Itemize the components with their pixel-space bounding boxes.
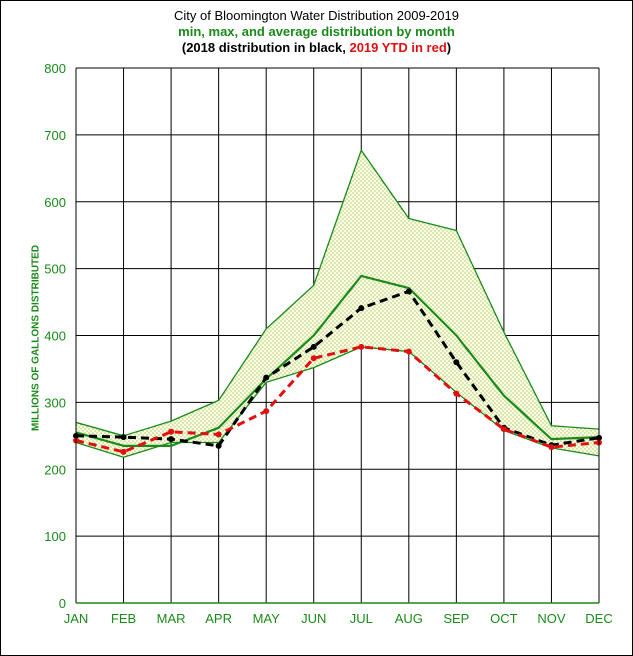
y-tick-label: 300 [44,395,66,410]
chart-subtitle: min, max, and average distribution by mo… [178,24,455,39]
data-point [358,305,365,312]
data-point [215,442,222,449]
x-tick-label: MAY [253,611,281,626]
data-point [120,448,127,455]
x-tick-label: AUG [395,611,423,626]
x-tick-label: OCT [490,611,518,626]
series-line-max [75,149,600,437]
y-tick-label: 800 [44,61,66,76]
legend-text-end: ) [446,40,452,55]
legend-text-2019: 2019 YTD in red [349,40,447,55]
y-tick-label: 0 [59,596,66,611]
series-lines [73,149,602,458]
x-tick-label: JUL [350,611,373,626]
data-point [263,408,270,415]
y-tick-label: 100 [44,529,66,544]
data-point [453,359,460,366]
axes [75,67,600,604]
y-tick-label: 200 [44,462,66,477]
chart-title: City of Bloomington Water Distribution 2… [174,8,459,23]
series-line-average [75,274,600,447]
x-tick-label: FEB [111,611,136,626]
data-point [215,431,222,438]
chart-subtitle-legend: (2018 distribution in black, 2019 YTD in… [0,40,633,56]
y-tick-label: 700 [44,128,66,143]
y-tick-labels: 0 100 200 300 400 500 600 700 800 [44,61,66,611]
y-tick-label: 500 [44,262,66,277]
y-tick-label: 600 [44,195,66,210]
x-tick-labels: JAN FEB MAR APR MAY JUN JUL AUG SEP OCT NOV DEC [64,611,613,626]
data-point [453,390,460,397]
x-tick-label: NOV [537,611,566,626]
data-point [358,343,365,350]
series-line-2018 [75,289,600,448]
y-tick-label: 400 [44,329,66,344]
data-point [120,434,127,441]
data-point [405,288,412,295]
legend-text-2018: (2018 distribution in black, [181,40,350,55]
data-point [263,374,270,381]
x-tick-label: JUN [301,611,326,626]
x-tick-label: MAR [157,611,186,626]
x-tick-label: JAN [64,611,89,626]
data-point [168,428,175,435]
data-point [405,348,412,355]
x-tick-label: APR [205,611,232,626]
data-point [168,436,175,443]
data-point [500,426,507,433]
data-point [548,444,555,451]
data-point [310,343,317,350]
x-tick-label: DEC [585,611,612,626]
data-point [310,355,317,362]
x-tick-label: SEP [443,611,469,626]
series-line-2019 [75,345,600,454]
